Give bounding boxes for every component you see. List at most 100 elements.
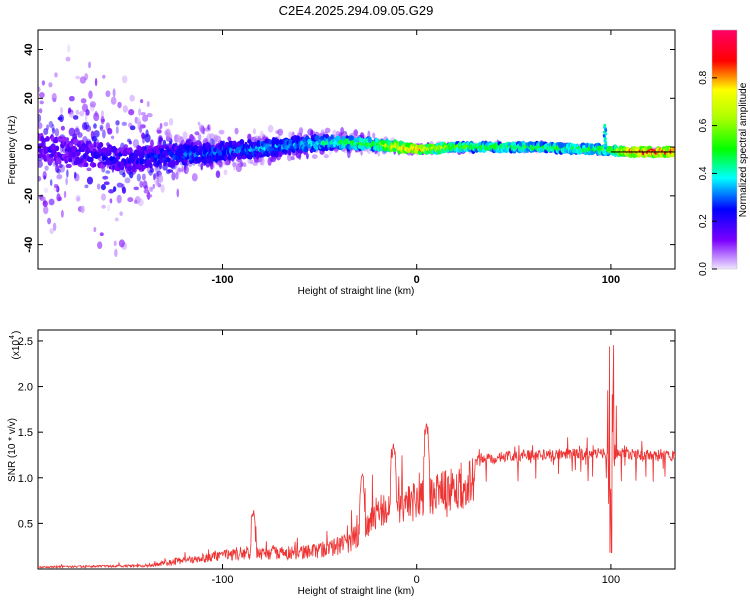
noise-speckle — [73, 171, 77, 179]
ridge-blob — [559, 142, 565, 149]
snr-scale-base: (x10 — [11, 340, 22, 360]
noise-speckle — [59, 106, 64, 114]
noise-speckle — [72, 115, 79, 120]
noise-speckle — [77, 132, 83, 138]
noise-speckle — [99, 124, 104, 130]
noise-speckle — [298, 154, 302, 161]
noise-speckle — [139, 124, 143, 134]
noise-speckle — [54, 72, 58, 78]
noise-speckle — [105, 170, 111, 174]
spike-blob — [603, 123, 607, 127]
colorbar-label: Normalized spectral amplitude — [738, 82, 749, 217]
noise-speckle — [113, 186, 117, 192]
noise-speckle — [223, 169, 228, 176]
noise-speckle — [137, 198, 144, 207]
noise-speckle — [133, 186, 140, 191]
noise-speckle — [86, 167, 92, 172]
snr-y-tick-label: 2.0 — [18, 382, 33, 394]
ridge-blob — [130, 154, 135, 160]
noise-speckle — [191, 173, 198, 182]
noise-speckle — [127, 197, 134, 203]
ridge-blob — [163, 159, 168, 164]
noise-speckle — [56, 193, 61, 202]
noise-speckle — [324, 127, 331, 133]
noise-speckle — [121, 186, 126, 194]
ridge-blob — [120, 160, 125, 168]
noise-speckle — [41, 80, 46, 86]
noise-speckle — [93, 123, 97, 129]
noise-speckle — [197, 133, 202, 141]
noise-speckle — [44, 165, 49, 171]
noise-speckle — [114, 248, 118, 258]
colorbar-tick-label: 0.4 — [698, 166, 709, 180]
ridge-blob — [282, 149, 288, 154]
ridge-blob — [264, 138, 269, 145]
ridge-blob — [58, 159, 62, 165]
noise-speckle — [48, 82, 53, 88]
noise-speckle — [372, 132, 376, 139]
noise-speckle — [68, 111, 75, 118]
noise-speckle — [93, 112, 100, 122]
noise-speckle — [43, 128, 49, 135]
noise-speckle — [135, 118, 142, 125]
spectrogram-x-label: Height of straight line (km) — [298, 286, 415, 297]
noise-speckle — [54, 128, 60, 137]
noise-speckle — [118, 168, 126, 176]
noise-speckle — [182, 131, 188, 141]
spectrogram-x-tick-label: 100 — [602, 274, 620, 286]
ridge-blob — [345, 135, 350, 140]
ridge-blob — [348, 135, 355, 142]
noise-speckle — [110, 96, 117, 105]
noise-speckle — [48, 120, 54, 128]
noise-speckle — [52, 97, 57, 103]
ridge-blob — [68, 157, 73, 163]
noise-speckle — [129, 94, 135, 102]
noise-speckle — [93, 226, 97, 233]
noise-speckle — [115, 120, 120, 126]
noise-speckle — [38, 160, 43, 168]
noise-speckle — [102, 74, 106, 79]
noise-speckle — [267, 124, 274, 133]
colorbar-tick-label: 0.6 — [698, 118, 709, 132]
noise-speckle — [311, 130, 316, 135]
noise-speckle — [159, 122, 163, 130]
noise-speckle — [93, 130, 100, 138]
noise-speckle — [68, 95, 75, 102]
snr-y-label: SNR (10 * v/v) — [7, 418, 18, 482]
ridge-blob — [314, 134, 320, 141]
noise-speckle — [162, 163, 168, 171]
noise-speckle — [51, 123, 55, 132]
noise-speckle — [81, 122, 88, 131]
snr-x-tick-label: -100 — [211, 574, 233, 586]
noise-speckle — [124, 177, 131, 184]
noise-speckle — [152, 183, 155, 189]
noise-speckle — [91, 136, 97, 142]
noise-speckle — [76, 196, 80, 201]
noise-speckle — [156, 127, 162, 134]
noise-speckle — [83, 121, 90, 130]
noise-speckle — [138, 108, 142, 116]
noise-speckle — [102, 175, 109, 180]
noise-speckle — [78, 110, 85, 117]
ridge-blob — [48, 157, 55, 162]
noise-speckle — [43, 187, 49, 194]
noise-speckle — [143, 188, 150, 194]
noise-speckle — [277, 128, 284, 136]
noise-speckle — [105, 90, 111, 98]
noise-speckle — [75, 75, 81, 80]
ridge-blob — [65, 151, 69, 157]
ridge-blob — [98, 141, 104, 148]
noise-speckle — [102, 129, 106, 139]
noise-speckle — [160, 184, 165, 193]
noise-speckle — [165, 132, 173, 142]
noise-speckle — [52, 222, 57, 231]
noise-speckle — [288, 131, 292, 139]
spectrogram-y-tick-label: -40 — [23, 237, 35, 253]
noise-speckle — [61, 209, 64, 218]
noise-speckle — [139, 180, 144, 188]
snr-scale-close: ) — [11, 331, 22, 334]
snr-x-tick-label: 100 — [602, 574, 620, 586]
spectrogram-y-label: Frequency (Hz) — [7, 116, 18, 185]
noise-speckle — [105, 122, 111, 131]
noise-speckle — [109, 198, 113, 204]
